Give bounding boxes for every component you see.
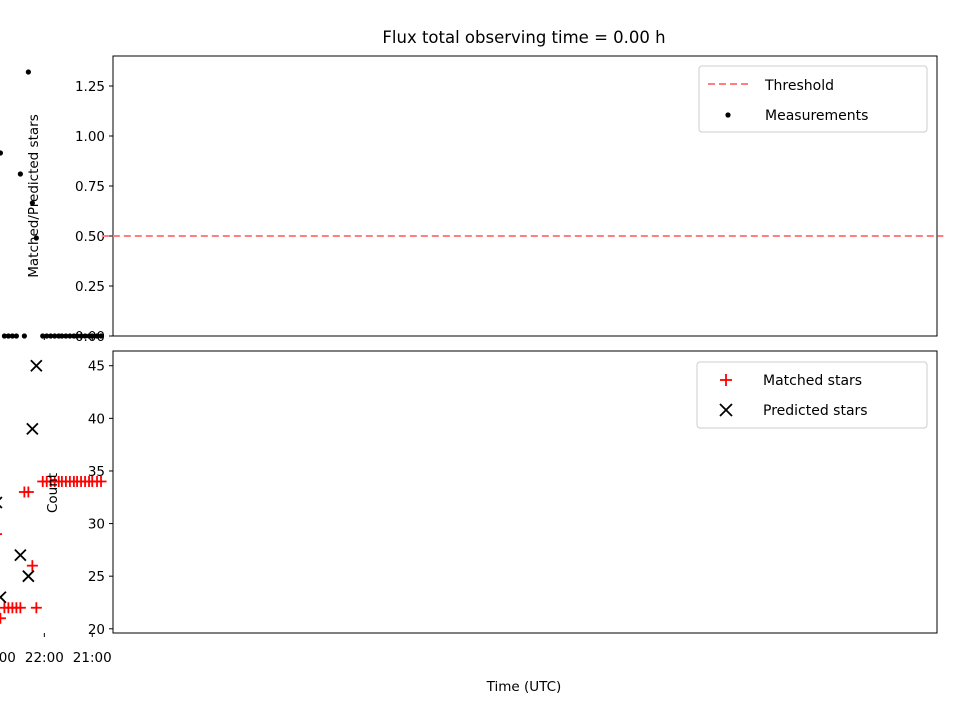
legend-matched-swatch xyxy=(720,374,732,386)
bottom-y-tick-label: 20 xyxy=(88,622,105,638)
legend-matched-label: Matched stars xyxy=(763,373,862,389)
measurement-point xyxy=(63,333,69,339)
measurement-point xyxy=(98,333,104,339)
measurement-point xyxy=(17,171,23,177)
measurement-point xyxy=(9,333,15,339)
bottom-axes: 20253035404521:0022:0023:0000:0001:0002:… xyxy=(0,350,938,666)
measurement-point xyxy=(82,333,88,339)
legend-measurements-swatch xyxy=(725,112,731,118)
bottom-y-tick-label: 30 xyxy=(88,517,105,533)
measurement-point xyxy=(0,150,4,156)
measurement-point xyxy=(78,333,84,339)
matched-star-point xyxy=(0,533,2,535)
legend-predicted-swatch xyxy=(719,403,733,417)
measurement-point xyxy=(29,200,35,206)
bottom-y-tick-label: 45 xyxy=(88,359,105,375)
predicted-star-point xyxy=(30,359,43,372)
top-y-tick-label: 0.50 xyxy=(75,229,105,245)
measurement-point xyxy=(52,333,58,339)
measurement-point xyxy=(48,333,54,339)
matched-star-point xyxy=(26,560,38,572)
x-tick-label: 23:00 xyxy=(0,650,16,666)
bottom-y-tick-label: 25 xyxy=(88,569,105,585)
top-y-tick-label: 1.25 xyxy=(75,79,105,95)
measurement-point xyxy=(94,333,100,339)
predicted-star-point xyxy=(22,570,35,583)
top-y-tick-label: 0.25 xyxy=(75,279,105,295)
measurement-point xyxy=(56,333,62,339)
predicted-star-point xyxy=(0,591,7,604)
measurement-point xyxy=(67,333,73,339)
measurement-point xyxy=(21,333,27,339)
matched-star-point xyxy=(0,602,10,614)
top-axes: 0.000.250.500.751.001.25 xyxy=(0,55,944,345)
x-tick-label: 21:00 xyxy=(73,650,112,666)
bottom-y-axis-label: Count xyxy=(45,473,61,513)
measurement-point xyxy=(44,333,50,339)
matched-star-point xyxy=(0,612,6,624)
measurement-point xyxy=(40,333,46,339)
top-legend: Threshold Measurements xyxy=(698,65,928,133)
top-y-axis-label: Matched/Predicted stars xyxy=(26,114,42,277)
top-y-tick-label: 1.00 xyxy=(75,129,105,145)
measurement-point xyxy=(71,333,77,339)
bottom-y-tick-label: 35 xyxy=(88,464,105,480)
bottom-y-tick-label: 40 xyxy=(88,411,105,427)
measurement-point xyxy=(13,333,19,339)
bottom-axes-frame xyxy=(112,350,938,634)
measurement-point xyxy=(5,333,12,339)
predicted-star-point xyxy=(0,496,3,509)
chart-title: Flux total observing time = 0.00 h xyxy=(382,28,665,47)
measurement-point xyxy=(1,333,8,339)
x-tick-label: 22:00 xyxy=(25,650,64,666)
matched-star-point xyxy=(30,602,42,614)
measurement-point xyxy=(33,235,39,241)
matched-star-point xyxy=(37,475,49,487)
legend-measurements-label: Measurements xyxy=(765,108,868,124)
top-y-tick-label: 0.75 xyxy=(75,179,105,195)
top-axes-frame xyxy=(112,55,938,337)
predicted-star-point xyxy=(14,548,27,562)
bottom-legend: Matched stars Predicted stars xyxy=(696,361,928,429)
bottom-legend-box xyxy=(696,361,928,429)
measurement-point xyxy=(25,69,31,75)
bottom-x-axis-label: Time (UTC) xyxy=(486,679,562,695)
matched-star-point xyxy=(18,486,30,498)
legend-predicted-label: Predicted stars xyxy=(763,403,868,419)
legend-threshold-label: Threshold xyxy=(764,78,834,94)
top-legend-box xyxy=(698,65,928,133)
predicted-star-point xyxy=(26,422,39,436)
measurement-point xyxy=(86,333,92,339)
